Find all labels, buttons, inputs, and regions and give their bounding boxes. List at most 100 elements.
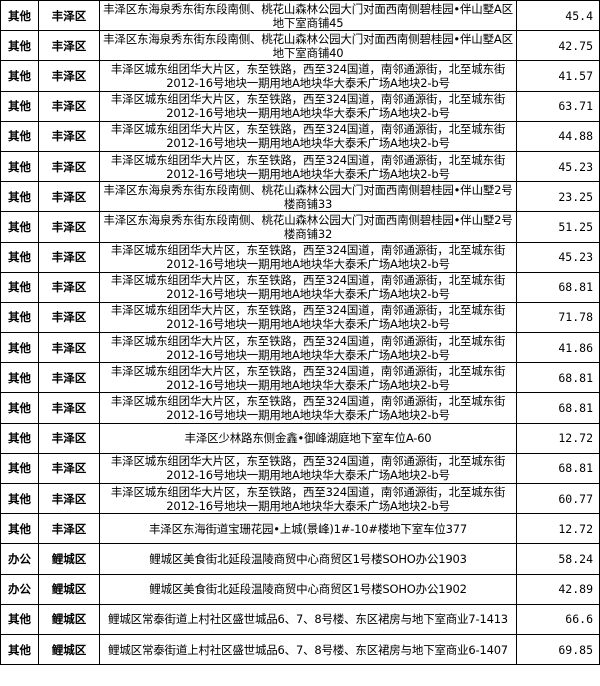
area-cell: 63.71 — [516, 90, 600, 122]
table-row: 其他 丰泽区 丰泽区少林路东侧金鑫•御峰湖庭地下室车位A-60 12.72 — [0, 422, 600, 454]
table-row: 其他 丰泽区 丰泽区城东组团华大片区，东至铁路，西至324国道，南邻通源街，北至城东… — [0, 90, 600, 122]
address-cell: 鲤城区美食街北延段温陵商贸中心商贸区1号楼SOHO办公1903 — [99, 543, 517, 575]
table-row: 其他 丰泽区 丰泽区东海泉秀东街东段南侧、桃花山森林公园大门对面西南侧碧桂园•伴山墅… — [0, 0, 600, 32]
table-row: 其他 丰泽区 丰泽区东海泉秀东街东段南侧、桃花山森林公园大门对面西南侧碧桂园•伴山墅… — [0, 181, 600, 213]
district-cell: 丰泽区 — [38, 30, 100, 62]
area-cell: 12.72 — [516, 513, 600, 545]
category-cell: 其他 — [0, 332, 39, 364]
district-cell: 丰泽区 — [38, 0, 100, 32]
table-row: 其他 丰泽区 丰泽区城东组团华大片区，东至铁路，西至324国道，南邻通源街，北至城东… — [0, 120, 600, 152]
district-cell: 丰泽区 — [38, 271, 100, 303]
category-cell: 其他 — [0, 422, 39, 454]
area-cell: 42.89 — [516, 573, 600, 605]
district-cell: 丰泽区 — [38, 211, 100, 243]
district-cell: 丰泽区 — [38, 301, 100, 334]
category-cell: 其他 — [0, 482, 39, 515]
area-cell: 23.25 — [516, 181, 600, 213]
address-cell: 丰泽区城东组团华大片区，东至铁路，西至324国道，南邻通源街，北至城东街2012… — [99, 362, 517, 394]
address-cell: 丰泽区少林路东侧金鑫•御峰湖庭地下室车位A-60 — [99, 422, 517, 454]
category-cell: 办公 — [0, 573, 39, 605]
area-cell: 58.24 — [516, 543, 600, 575]
district-cell: 鲤城区 — [38, 603, 100, 635]
table-row: 其他 丰泽区 丰泽区城东组团华大片区，东至铁路，西至324国道，南邻通源街，北至城东… — [0, 362, 600, 394]
district-cell: 丰泽区 — [38, 90, 100, 122]
area-cell: 45.23 — [516, 150, 600, 183]
category-cell: 办公 — [0, 543, 39, 575]
table-row: 办公 鲤城区 鲤城区美食街北延段温陵商贸中心商贸区1号楼SOHO办公1903 58.2… — [0, 543, 600, 575]
area-cell: 12.72 — [516, 422, 600, 454]
category-cell: 其他 — [0, 271, 39, 303]
district-cell: 丰泽区 — [38, 332, 100, 364]
district-cell: 丰泽区 — [38, 181, 100, 213]
address-cell: 丰泽区城东组团华大片区，东至铁路，西至324国道，南邻通源街，北至城东街2012… — [99, 60, 517, 92]
table-row: 其他 丰泽区 丰泽区东海泉秀东街东段南侧、桃花山森林公园大门对面西南侧碧桂园•伴山墅… — [0, 30, 600, 62]
district-cell: 丰泽区 — [38, 392, 100, 424]
table-row: 其他 丰泽区 丰泽区东海街道宝珊花园•上城(景峰)1#-10#楼地下室车位377 12… — [0, 513, 600, 545]
district-cell: 丰泽区 — [38, 482, 100, 515]
category-cell: 其他 — [0, 362, 39, 394]
address-cell: 丰泽区城东组团华大片区，东至铁路，西至324国道，南邻通源街，北至城东街2012… — [99, 271, 517, 303]
area-cell: 68.81 — [516, 271, 600, 303]
table-row: 其他 丰泽区 丰泽区城东组团华大片区，东至铁路，西至324国道，南邻通源街，北至城东… — [0, 452, 600, 485]
table-row: 其他 丰泽区 丰泽区城东组团华大片区，东至铁路，西至324国道，南邻通源街，北至城东… — [0, 482, 600, 515]
address-cell: 丰泽区城东组团华大片区，东至铁路，西至324国道，南邻通源街，北至城东街2012… — [99, 241, 517, 273]
table-row: 其他 丰泽区 丰泽区城东组团华大片区，东至铁路，西至324国道，南邻通源街，北至城东… — [0, 60, 600, 92]
category-cell: 其他 — [0, 633, 39, 666]
address-cell: 丰泽区城东组团华大片区，东至铁路，西至324国道，南邻通源街，北至城东街2012… — [99, 90, 517, 122]
area-cell: 69.85 — [516, 633, 600, 666]
area-cell: 41.86 — [516, 332, 600, 364]
category-cell: 其他 — [0, 392, 39, 424]
address-cell: 丰泽区城东组团华大片区，东至铁路，西至324国道，南邻通源街，北至城东街2012… — [99, 301, 517, 334]
area-cell: 68.81 — [516, 392, 600, 424]
district-cell: 丰泽区 — [38, 120, 100, 152]
address-cell: 丰泽区东海泉秀东街东段南侧、桃花山森林公园大门对面西南侧碧桂园•伴山墅2号楼商铺… — [99, 181, 517, 213]
area-cell: 45.23 — [516, 241, 600, 273]
address-cell: 丰泽区东海街道宝珊花园•上城(景峰)1#-10#楼地下室车位377 — [99, 513, 517, 545]
category-cell: 其他 — [0, 90, 39, 122]
category-cell: 其他 — [0, 120, 39, 152]
address-cell: 丰泽区城东组团华大片区，东至铁路，西至324国道，南邻通源街，北至城东街2012… — [99, 332, 517, 364]
district-cell: 丰泽区 — [38, 241, 100, 273]
address-cell: 丰泽区城东组团华大片区，东至铁路，西至324国道，南邻通源街，北至城东街2012… — [99, 392, 517, 424]
area-cell: 44.88 — [516, 120, 600, 152]
property-table: 其他 丰泽区 丰泽区东海泉秀东街东段南侧、桃花山森林公园大门对面西南侧碧桂园•伴山墅… — [0, 0, 600, 666]
area-cell: 68.81 — [516, 362, 600, 394]
district-cell: 鲤城区 — [38, 573, 100, 605]
area-cell: 42.75 — [516, 30, 600, 62]
category-cell: 其他 — [0, 211, 39, 243]
table-row: 办公 鲤城区 鲤城区美食街北延段温陵商贸中心商贸区1号楼SOHO办公1902 42.8… — [0, 573, 600, 605]
district-cell: 丰泽区 — [38, 60, 100, 92]
category-cell: 其他 — [0, 181, 39, 213]
category-cell: 其他 — [0, 0, 39, 32]
area-cell: 41.57 — [516, 60, 600, 92]
table-row: 其他 丰泽区 丰泽区城东组团华大片区，东至铁路，西至324国道，南邻通源街，北至城东… — [0, 271, 600, 303]
category-cell: 其他 — [0, 30, 39, 62]
area-cell: 71.78 — [516, 301, 600, 334]
table-row: 其他 丰泽区 丰泽区城东组团华大片区，东至铁路，西至324国道，南邻通源街，北至城东… — [0, 150, 600, 183]
area-cell: 66.6 — [516, 603, 600, 635]
district-cell: 鲤城区 — [38, 633, 100, 666]
address-cell: 鲤城区常泰街道上村社区盛世城品6、7、8号楼、东区裙房与地下室商业7-1413 — [99, 603, 517, 635]
address-cell: 鲤城区常泰街道上村社区盛世城品6、7、8号楼、东区裙房与地下室商业6-1407 — [99, 633, 517, 666]
category-cell: 其他 — [0, 513, 39, 545]
table-row: 其他 鲤城区 鲤城区常泰街道上村社区盛世城品6、7、8号楼、东区裙房与地下室商业7-… — [0, 603, 600, 635]
table-row: 其他 丰泽区 丰泽区东海泉秀东街东段南侧、桃花山森林公园大门对面西南侧碧桂园•伴山墅… — [0, 211, 600, 243]
address-cell: 丰泽区城东组团华大片区，东至铁路，西至324国道，南邻通源街，北至城东街2012… — [99, 120, 517, 152]
table-row: 其他 丰泽区 丰泽区城东组团华大片区，东至铁路，西至324国道，南邻通源街，北至城东… — [0, 301, 600, 334]
category-cell: 其他 — [0, 301, 39, 334]
table-row: 其他 鲤城区 鲤城区常泰街道上村社区盛世城品6、7、8号楼、东区裙房与地下室商业6-… — [0, 633, 600, 666]
area-cell: 68.81 — [516, 452, 600, 485]
category-cell: 其他 — [0, 150, 39, 183]
table-row: 其他 丰泽区 丰泽区城东组团华大片区，东至铁路，西至324国道，南邻通源街，北至城东… — [0, 332, 600, 364]
address-cell: 丰泽区东海泉秀东街东段南侧、桃花山森林公园大门对面西南侧碧桂园•伴山墅A区地下室… — [99, 0, 517, 32]
table-row: 其他 丰泽区 丰泽区城东组团华大片区，东至铁路，西至324国道，南邻通源街，北至城东… — [0, 392, 600, 424]
area-cell: 45.4 — [516, 0, 600, 32]
address-cell: 丰泽区东海泉秀东街东段南侧、桃花山森林公园大门对面西南侧碧桂园•伴山墅2号楼商铺… — [99, 211, 517, 243]
district-cell: 丰泽区 — [38, 422, 100, 454]
address-cell: 丰泽区城东组团华大片区，东至铁路，西至324国道，南邻通源街，北至城东街2012… — [99, 150, 517, 183]
category-cell: 其他 — [0, 452, 39, 485]
district-cell: 丰泽区 — [38, 150, 100, 183]
address-cell: 丰泽区城东组团华大片区，东至铁路，西至324国道，南邻通源街，北至城东街2012… — [99, 452, 517, 485]
category-cell: 其他 — [0, 60, 39, 92]
